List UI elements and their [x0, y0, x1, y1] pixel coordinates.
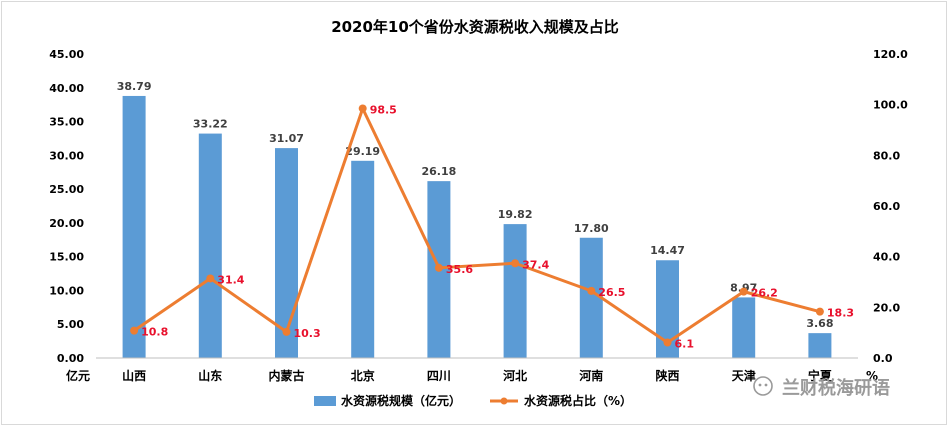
left-tick-label: 0.00 [57, 352, 84, 365]
category-label: 陕西 [655, 368, 679, 383]
bar-value-label: 26.18 [422, 165, 457, 178]
right-tick-label: 80.0 [873, 149, 900, 162]
bar-value-label: 38.79 [117, 80, 152, 93]
ratio-series-line [133, 106, 821, 345]
bar-value-label: 33.22 [193, 118, 228, 131]
left-tick-label: 35.00 [49, 116, 84, 129]
left-tick-label: 40.00 [49, 82, 84, 95]
chart-title: 2020年10个省份水资源税收入规模及占比 [331, 18, 619, 36]
line-value-label: 26.5 [598, 286, 625, 299]
line-value-label: 31.4 [217, 273, 244, 286]
right-axis-unit: % [866, 369, 878, 383]
bar [122, 95, 146, 359]
line-value-label: 10.8 [141, 326, 168, 339]
bar-value-label: 31.07 [269, 132, 304, 145]
line-value-label: 10.3 [294, 327, 321, 340]
bar [198, 133, 222, 358]
line-value-label: 37.4 [522, 258, 549, 271]
line-point [130, 326, 139, 335]
line-point [206, 274, 215, 283]
left-tick-label: 10.00 [49, 284, 84, 297]
watermark: 兰财税海研语 [753, 376, 890, 399]
legend-label-line: 水资源税占比（%） [524, 393, 632, 408]
line-point [815, 307, 824, 316]
line-point [739, 287, 748, 296]
line-point [434, 263, 443, 272]
left-tick-label: 20.00 [49, 217, 84, 230]
category-label: 宁夏 [808, 368, 833, 383]
category-label: 内蒙古 [268, 368, 304, 383]
bar [732, 297, 756, 358]
bar-value-label: 29.19 [345, 145, 380, 158]
legend: 水资源税规模（亿元） 水资源税占比（%） [314, 393, 632, 408]
category-label: 四川 [427, 369, 451, 383]
category-label: 天津 [732, 368, 756, 383]
category-label: 河北 [502, 368, 527, 383]
category-label: 山东 [198, 368, 222, 383]
category-label: 山西 [122, 368, 146, 383]
category-label: 北京 [351, 368, 375, 383]
line-point [587, 286, 596, 295]
left-tick-label: 5.00 [57, 318, 84, 331]
bar [503, 224, 527, 358]
left-tick-label: 15.00 [49, 251, 84, 264]
line-value-label: 18.3 [827, 307, 854, 320]
line-value-label: 6.1 [675, 338, 695, 351]
bar [656, 260, 679, 358]
bar-value-label: 19.82 [498, 208, 533, 221]
legend-swatch-dot [500, 397, 508, 405]
left-tick-label: 25.00 [49, 183, 84, 196]
bar [275, 148, 298, 358]
watermark-text: 兰财税海研语 [782, 377, 890, 399]
line-point [282, 327, 291, 336]
legend-swatch-bar [314, 396, 336, 406]
legend-label-bar: 水资源税规模（亿元） [341, 393, 461, 408]
category-label: 河南 [578, 368, 603, 383]
bar-value-label: 3.68 [806, 317, 833, 330]
bar [579, 237, 603, 358]
line-value-label: 35.6 [446, 263, 473, 276]
right-tick-label: 20.0 [873, 301, 900, 314]
right-tick-label: 60.0 [873, 200, 900, 213]
line-value-label: 98.5 [370, 103, 397, 116]
bar-value-label: 17.80 [574, 222, 609, 235]
line-value-label: 26.2 [751, 287, 778, 300]
bar-value-label: 14.47 [650, 244, 685, 257]
left-tick-label: 45.00 [49, 48, 84, 61]
line-point [663, 338, 672, 347]
right-tick-label: 100.0 [873, 99, 908, 112]
left-tick-label: 30.00 [49, 149, 84, 162]
right-tick-label: 120.0 [873, 48, 908, 61]
wechat-icon [753, 376, 773, 396]
line-point [358, 104, 367, 113]
line-point [511, 259, 520, 268]
bar [808, 333, 832, 358]
right-tick-label: 40.0 [873, 251, 900, 264]
left-axis-unit: 亿元 [66, 368, 90, 383]
right-tick-label: 0.0 [873, 352, 893, 365]
bar [351, 160, 375, 358]
